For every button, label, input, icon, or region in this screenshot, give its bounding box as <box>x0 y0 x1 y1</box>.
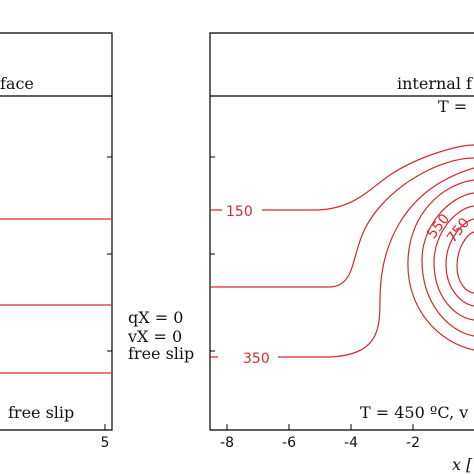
left-panel: face free slip 5 <box>0 32 113 451</box>
right-panel: internal f T = 150 350 550 750 T = 450 º… <box>209 32 474 474</box>
left-interface-label: face <box>0 74 34 93</box>
isotherm-label-350: 350 <box>243 351 270 367</box>
isotherm-350 <box>210 167 474 358</box>
right-bottom-label: T = 450 ºC, v <box>360 403 468 422</box>
right-top-temperature: T = <box>438 97 467 116</box>
right-x-tick-label: -8 <box>220 435 234 451</box>
x-axis-label: x [ <box>452 455 473 474</box>
isotherm-450 <box>407 179 474 351</box>
boundary-condition-text: qX = 0 vX = 0 free slip <box>127 308 194 363</box>
right-x-tick-label: -4 <box>344 435 358 451</box>
isotherm-550-outer <box>421 192 474 337</box>
bc-velocity: vX = 0 <box>127 327 182 346</box>
isotherm-150 <box>210 144 474 211</box>
isotherm-650 <box>445 218 474 307</box>
isotherm-label-150: 150 <box>226 204 253 220</box>
isotherm-550 <box>433 205 474 321</box>
bc-heat-flux: qX = 0 <box>128 308 183 327</box>
left-x-tick-label: 5 <box>101 435 110 451</box>
right-panel-frame <box>209 32 474 431</box>
right-x-tick-label: -6 <box>282 435 296 451</box>
right-x-tick-label: -2 <box>406 435 420 451</box>
left-bottom-label: free slip <box>8 403 74 422</box>
isotherm-750 <box>456 231 474 294</box>
isotherm-250 <box>210 157 474 288</box>
right-interface-label: internal f <box>397 74 473 93</box>
bc-free-slip: free slip <box>128 344 194 363</box>
left-panel-frame <box>0 32 113 431</box>
